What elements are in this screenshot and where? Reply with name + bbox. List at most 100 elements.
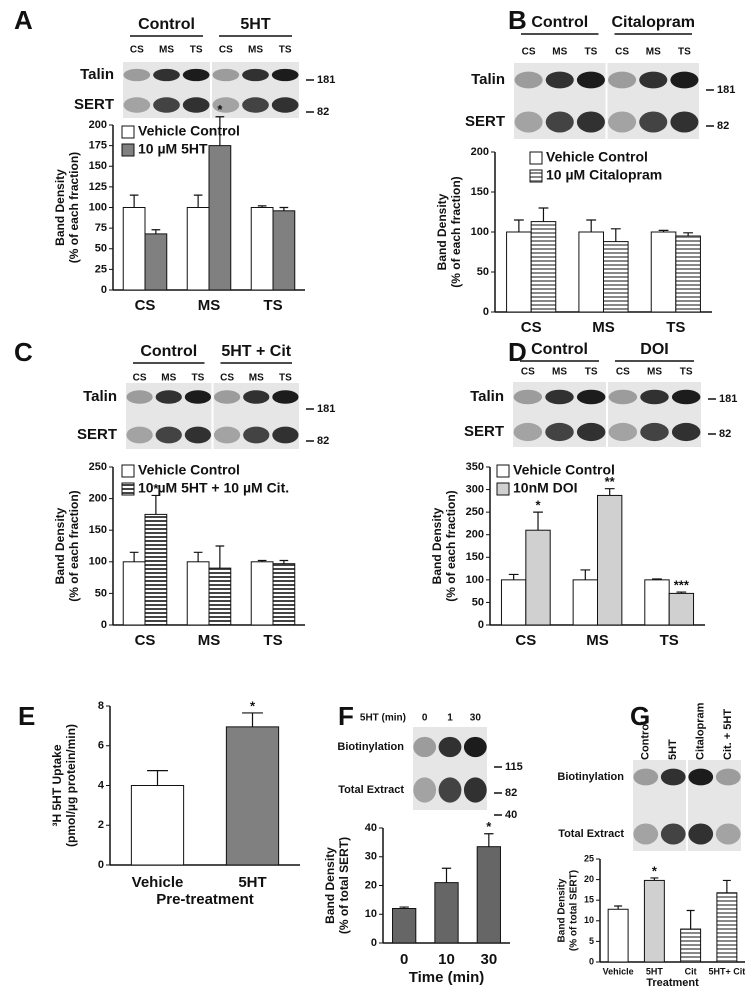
error-bar	[257, 205, 267, 208]
x-tick-label: MS	[586, 632, 609, 649]
x-tick-label: CS	[135, 297, 156, 314]
y-tick-label: 50	[95, 243, 107, 255]
blot-band	[438, 736, 462, 758]
error-bar	[586, 219, 597, 232]
y-tick-label: 50	[472, 596, 484, 608]
y-tick-label: 10	[584, 915, 594, 925]
y-tick-label: 200	[471, 146, 489, 158]
marker-label: 115	[505, 761, 523, 773]
blot-band	[660, 823, 686, 845]
error-bar	[151, 494, 161, 515]
error-bar	[215, 545, 225, 569]
blot-row-label: Total Extract	[338, 784, 404, 796]
y-axis-label: (% of total SERT)	[569, 870, 580, 951]
lane-label: Control	[640, 721, 652, 760]
y-axis-label: Band Density	[53, 507, 67, 584]
bar	[130, 785, 185, 866]
blot-band	[639, 111, 668, 133]
blot-group-label: 5HT + Cit	[221, 343, 291, 360]
bar	[272, 210, 296, 291]
x-tick-label: 5HT	[646, 966, 664, 976]
error-bar	[610, 228, 621, 242]
panel-letter: A	[14, 5, 33, 35]
y-tick-label: 175	[89, 140, 107, 152]
blot-band	[608, 389, 638, 405]
y-tick-label: 150	[89, 160, 107, 172]
lane-label: TS	[585, 47, 598, 58]
x-tick-label: MS	[198, 632, 221, 649]
y-tick-label: 75	[95, 222, 107, 234]
blot-band	[545, 71, 574, 89]
y-tick-label: 10	[365, 908, 377, 920]
bar	[530, 221, 557, 313]
lane-label: 0	[422, 713, 428, 724]
lane-label: MS	[646, 47, 661, 58]
blot-band	[212, 68, 240, 82]
lane-label: TS	[190, 45, 203, 56]
blot-band	[271, 97, 299, 113]
blot-band	[513, 389, 543, 405]
lane-label: CS	[219, 45, 233, 56]
bar	[668, 592, 695, 626]
blot-band	[576, 389, 606, 405]
legend-swatch	[121, 464, 135, 478]
lane-label: Cit. + 5HT	[722, 709, 734, 760]
bar	[603, 241, 629, 313]
blot-row-label: Total Extract	[558, 828, 624, 840]
x-axis-label: Pre-treatment	[156, 891, 254, 908]
lane-label: TS	[678, 47, 691, 58]
bar	[122, 561, 146, 626]
significance-label: *	[250, 698, 256, 713]
bar	[572, 579, 599, 626]
blot-band	[608, 422, 638, 442]
blot-row-label: SERT	[77, 426, 117, 443]
lane-label: MS	[161, 373, 176, 384]
x-tick-label: Vehicle	[132, 874, 184, 891]
y-tick-label: 2	[98, 819, 104, 831]
lane-label: MS	[159, 45, 174, 56]
blot-band	[463, 777, 487, 803]
error-bar	[399, 906, 409, 909]
blot-group-label: DOI	[640, 341, 668, 358]
significance-label: *	[535, 498, 541, 513]
y-tick-label: 350	[466, 461, 484, 473]
bar	[716, 892, 738, 963]
legend-swatch	[529, 151, 543, 165]
lane-label: TS	[279, 45, 292, 56]
blot-band	[545, 389, 574, 405]
blot-band	[670, 71, 699, 89]
y-axis-label: Band Density	[323, 847, 337, 924]
bar	[144, 233, 168, 291]
y-tick-label: 0	[589, 956, 594, 966]
blot-band	[576, 71, 605, 89]
marker-label: 181	[317, 74, 335, 86]
blot-title: 5HT (min)	[360, 713, 406, 724]
lane-label: CS	[615, 47, 629, 58]
x-tick-label: Vehicle	[603, 966, 634, 976]
blot-band	[514, 71, 543, 89]
blot-band	[639, 71, 668, 89]
y-tick-label: 100	[471, 226, 489, 238]
blot-group-label: 5HT	[240, 16, 270, 33]
legend-swatch	[496, 482, 510, 496]
error-bar	[676, 591, 687, 594]
y-axis-label: Band Density	[53, 169, 67, 246]
blot-band	[670, 111, 699, 133]
blot-group-label: Citalopram	[611, 14, 695, 31]
y-tick-label: 0	[371, 937, 377, 949]
blot-row-label: Talin	[471, 71, 505, 88]
blot-band	[123, 97, 151, 113]
error-bar	[722, 879, 731, 893]
bar	[144, 513, 168, 626]
y-tick-label: 150	[466, 551, 484, 563]
lane-label: CS	[616, 367, 630, 378]
blot-band	[608, 111, 637, 133]
blot-band	[640, 422, 669, 442]
error-bar	[652, 578, 662, 580]
x-tick-label: MS	[198, 297, 221, 314]
y-tick-label: 8	[98, 700, 104, 712]
blot-band	[272, 390, 299, 404]
lane-label: 30	[470, 713, 482, 724]
lane-label: 5HT	[667, 739, 679, 760]
